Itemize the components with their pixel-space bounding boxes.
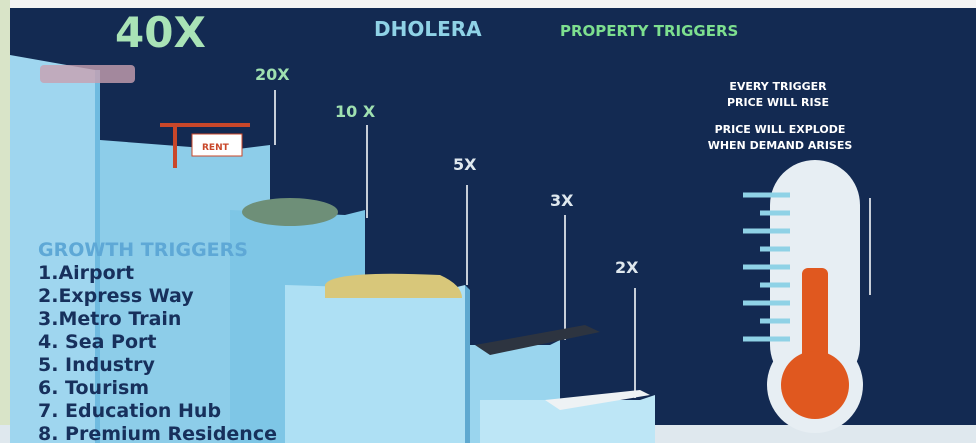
title-main: DHOLERA — [374, 17, 482, 41]
step-label: 2X — [615, 258, 639, 277]
step-label: 10 X — [335, 102, 376, 121]
note: PRICE WILL RISE — [727, 96, 829, 109]
left-edge — [0, 0, 10, 443]
title-sub: PROPERTY TRIGGERS — [560, 22, 738, 40]
step-label: 5X — [453, 155, 477, 174]
note: EVERY TRIGGER — [729, 80, 827, 93]
sign-text: RENT — [202, 143, 230, 153]
step-label: 20X — [255, 65, 290, 84]
top-bar — [0, 0, 976, 8]
growth-item: 1.Airport — [38, 262, 134, 284]
step-label: 3X — [550, 191, 574, 210]
growth-item: 7. Education Hub — [38, 400, 221, 422]
growth-item: 8. Premium Residence — [38, 423, 277, 443]
note: WHEN DEMAND ARISES — [708, 139, 853, 152]
growth-item: 2.Express Way — [38, 285, 194, 307]
growth-item: 6. Tourism — [38, 377, 149, 399]
growth-heading: GROWTH TRIGGERS — [38, 239, 248, 261]
growth-item: 4. Sea Port — [38, 331, 157, 353]
growth-item: 5. Industry — [38, 354, 156, 376]
growth-item: 3.Metro Train — [38, 308, 181, 330]
infographic: 40X 20X 10 X 5X 3X 2X DHOLERA PROPERTY T… — [0, 0, 976, 443]
step-label: 40X — [115, 8, 206, 57]
note: PRICE WILL EXPLODE — [715, 123, 846, 136]
